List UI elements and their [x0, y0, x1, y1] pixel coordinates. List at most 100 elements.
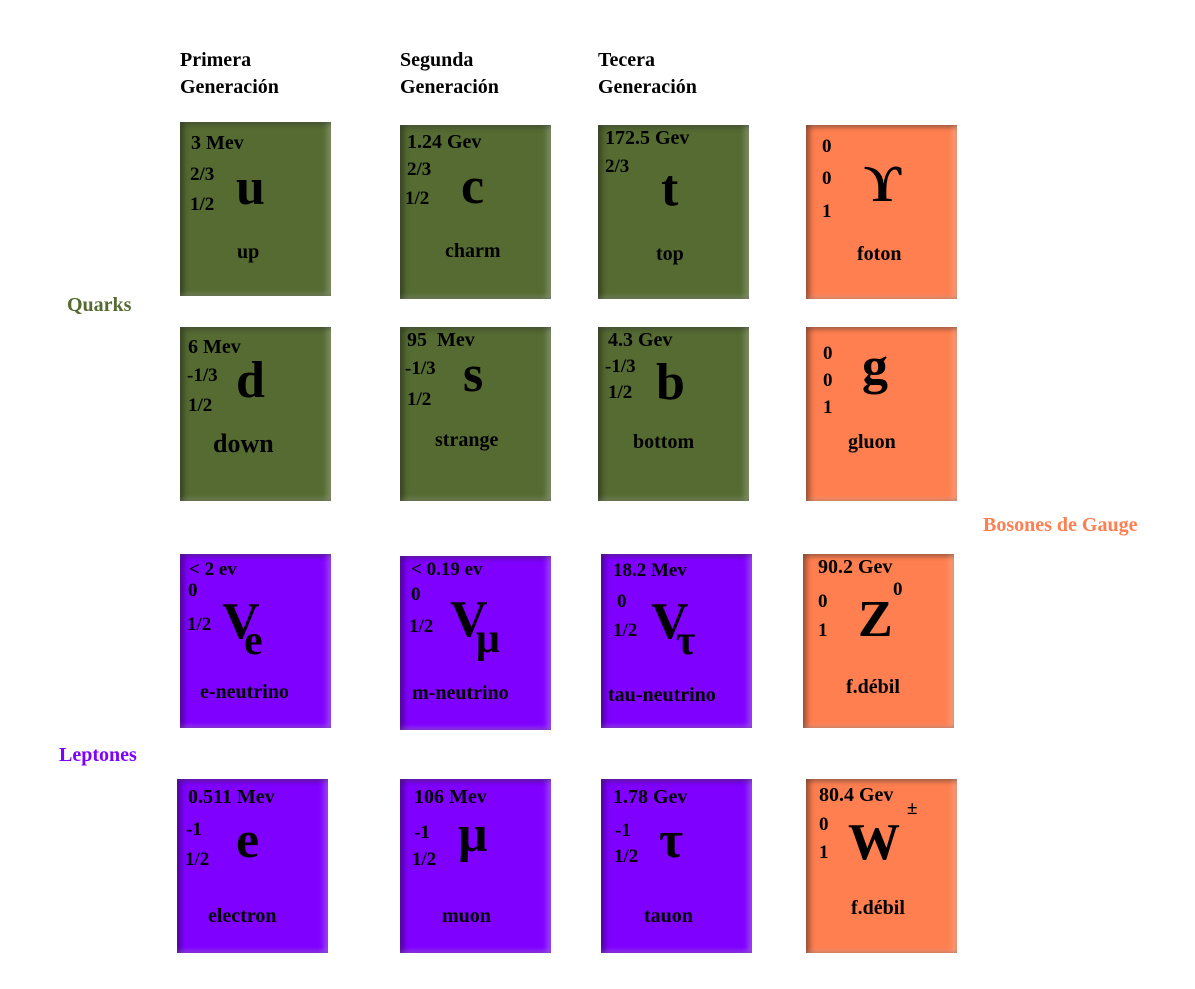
- symbol: W: [848, 814, 900, 871]
- symbol: Z: [858, 591, 893, 648]
- spin: 1/2: [187, 614, 212, 635]
- mass: 6 Mev: [188, 336, 241, 358]
- symbol: g: [862, 338, 888, 395]
- charge: 0: [188, 580, 198, 601]
- symbol: u: [236, 159, 265, 216]
- particle-name: e-neutrino: [200, 681, 289, 703]
- particle-gluon: 0 0 1 g gluon: [806, 327, 957, 501]
- particle-m-neutrino: < 0.19 ev 0 1/2 V μ m-neutrino: [400, 556, 551, 730]
- label-bosones: Bosones de Gauge: [983, 514, 1138, 536]
- spin: 1: [819, 842, 829, 863]
- mass: < 2 ev: [189, 559, 237, 580]
- particle-up: 3 Mev 2/3 1/2 u up: [180, 122, 331, 296]
- charge: 2/3: [605, 156, 630, 177]
- superscript: ±: [907, 798, 918, 819]
- particle-name: f.débil: [846, 676, 900, 698]
- charge: -1/3: [605, 356, 636, 377]
- particle-tau-neutrino: 18.2 Mev 0 1/2 V τ tau-neutrino: [601, 554, 752, 728]
- symbol: V: [222, 593, 260, 650]
- particle-down: 6 Mev -1/3 1/2 d down: [180, 327, 331, 501]
- mass: 4.3 Gev: [608, 329, 673, 351]
- particle-muon: 106 Mev -1 1/2 μ muon: [400, 779, 551, 953]
- charge: 0: [823, 370, 833, 391]
- symbol: c: [461, 158, 485, 215]
- particle-name: tauon: [644, 905, 693, 927]
- mass: 172.5 Gev: [605, 127, 690, 149]
- charge: 0: [411, 584, 421, 605]
- symbol: b: [656, 354, 685, 411]
- label-leptones: Leptones: [59, 744, 137, 766]
- particle-charm: 1.24 Gev 2/3 1/2 c charm: [400, 125, 551, 299]
- particle-name: up: [237, 241, 260, 263]
- label-quarks: Quarks: [67, 294, 132, 316]
- header-third-generation: Tecera Generación: [598, 49, 697, 98]
- particle-e-neutrino: < 2 ev 0 1/2 V e e-neutrino: [180, 554, 331, 728]
- charge: -1/3: [187, 365, 218, 386]
- particle-top: 172.5 Gev 2/3 t top: [598, 125, 749, 299]
- subscript: e: [244, 618, 263, 664]
- spin: 1/2: [405, 188, 430, 209]
- header-second-generation: Segunda Generación: [400, 49, 499, 98]
- particle-strange: 95 Mev -1/3 1/2 s strange: [400, 327, 551, 501]
- mass: 1.78 Gev: [613, 786, 688, 808]
- charge: 0: [818, 591, 828, 612]
- charge: 2/3: [407, 159, 432, 180]
- spin: 1/2: [412, 849, 437, 870]
- spin: 1/2: [613, 620, 638, 641]
- subscript: μ: [476, 616, 500, 662]
- spin: 1: [818, 620, 828, 641]
- header-first-generation: Primera Generación: [180, 49, 279, 98]
- charge: 0: [822, 168, 832, 189]
- particle-name: charm: [445, 240, 501, 262]
- symbol: μ: [458, 806, 488, 863]
- spin: 1/2: [185, 849, 210, 870]
- particle-name: electron: [208, 905, 277, 927]
- spin: 1: [822, 201, 832, 222]
- mass: < 0.19 ev: [411, 559, 483, 580]
- charge: -1: [186, 819, 202, 840]
- particle-name: gluon: [848, 431, 896, 453]
- mass: 106 Mev: [414, 786, 487, 808]
- symbol: V: [450, 591, 488, 648]
- spin: 1/2: [409, 616, 434, 637]
- mass: 95 Mev: [407, 329, 475, 351]
- charge: 2/3: [190, 164, 215, 185]
- symbol: τ: [659, 812, 683, 869]
- symbol: V: [651, 593, 689, 650]
- spin: 1: [823, 397, 833, 418]
- particle-name: m-neutrino: [412, 682, 509, 704]
- charge: -1: [414, 822, 430, 843]
- spin: 1/2: [614, 846, 639, 867]
- particle-foton: 0 0 1 ϒ foton: [806, 125, 957, 299]
- particle-tauon: 1.78 Gev -1 1/2 τ tauon: [601, 779, 752, 953]
- symbol: ϒ: [864, 156, 902, 213]
- particle-electron: 0.511 Mev -1 1/2 e electron: [177, 779, 328, 953]
- mass: 18.2 Mev: [613, 560, 687, 581]
- mass: 0: [823, 343, 833, 364]
- symbol: d: [236, 352, 265, 409]
- superscript: 0: [893, 579, 903, 600]
- symbol: s: [463, 346, 484, 403]
- mass: 80.4 Gev: [819, 784, 894, 806]
- mass: 90.2 Gev: [818, 556, 893, 578]
- particle-w: 80.4 Gev 0 1 W ± f.débil: [806, 779, 957, 953]
- particle-z: 90.2 Gev 0 1 Z 0 f.débil: [803, 554, 954, 728]
- symbol: t: [661, 160, 679, 217]
- particle-name: bottom: [633, 431, 695, 453]
- symbol: e: [236, 812, 260, 869]
- particle-name: foton: [857, 243, 902, 265]
- subscript: τ: [676, 618, 696, 664]
- mass: 0.511 Mev: [188, 786, 275, 808]
- particle-name: down: [213, 429, 274, 458]
- particle-name: f.débil: [851, 897, 905, 919]
- charge: 0: [617, 591, 627, 612]
- particle-name: muon: [442, 905, 491, 927]
- spin: 1/2: [608, 382, 633, 403]
- particle-name: strange: [435, 429, 499, 451]
- particle-name: tau-neutrino: [608, 684, 716, 706]
- spin: 1/2: [407, 389, 432, 410]
- particle-bottom: 4.3 Gev -1/3 1/2 b bottom: [598, 327, 749, 501]
- charge: -1: [615, 820, 631, 841]
- spin: 1/2: [190, 194, 215, 215]
- particle-name: top: [656, 243, 684, 265]
